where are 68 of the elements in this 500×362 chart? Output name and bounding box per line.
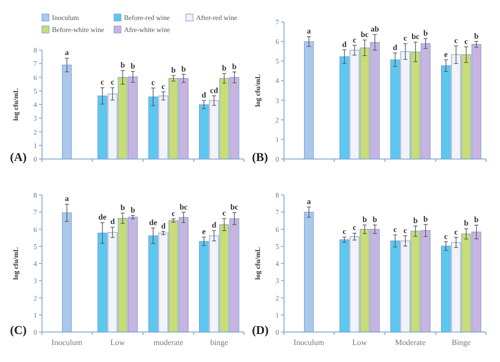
data-label: c	[162, 82, 166, 91]
data-label: bc	[360, 30, 370, 40]
x-tick-label: binge	[210, 338, 228, 347]
data-label: b	[372, 214, 378, 224]
data-label: d	[212, 220, 217, 230]
x-tick-label: Inoculum	[294, 338, 325, 347]
bar	[304, 41, 314, 160]
data-label: a	[306, 26, 311, 36]
data-label: b	[171, 66, 176, 75]
data-label: c	[404, 226, 408, 235]
data-label: d	[342, 40, 348, 49]
bar	[62, 212, 72, 332]
text: (A)	[10, 150, 27, 164]
bar	[62, 64, 72, 160]
data-label: b	[464, 218, 469, 228]
data-label: b	[232, 62, 238, 71]
data-label: c	[393, 224, 398, 234]
data-label: b	[120, 203, 126, 212]
data-label: bc	[411, 32, 420, 42]
data-label: e	[444, 50, 448, 59]
data-label: b	[474, 215, 480, 224]
data-label: b	[130, 205, 136, 214]
data-label: c	[342, 227, 347, 236]
data-label: c	[352, 35, 357, 44]
data-label: b	[130, 61, 136, 70]
data-label: c	[444, 232, 448, 241]
data-label: b	[120, 60, 126, 70]
data-label: b	[423, 214, 428, 224]
data-label: cd	[210, 86, 219, 95]
data-label: c	[172, 208, 176, 218]
data-label: b	[474, 31, 480, 40]
data-label: b	[413, 216, 418, 225]
data-label: d	[202, 90, 207, 100]
data-label: d	[392, 42, 398, 52]
data-label: c	[404, 34, 408, 43]
data-label: b	[222, 64, 227, 73]
data-label: b	[181, 64, 186, 74]
x-tick-label: Inoculum	[52, 338, 83, 347]
x-tick-label: Binge	[452, 338, 472, 347]
data-label: c	[100, 78, 105, 87]
data-label: ab	[370, 24, 380, 34]
bar	[304, 212, 314, 332]
data-label: de	[98, 212, 107, 222]
data-label: c	[110, 78, 115, 87]
data-label: a	[64, 194, 69, 204]
data-label: b	[362, 214, 368, 224]
data-label: d	[161, 221, 166, 230]
data-label: b	[423, 28, 428, 38]
x-tick-label: Low	[110, 338, 126, 347]
text: (D)	[252, 323, 269, 337]
data-label: c	[454, 227, 458, 236]
data-label: c	[222, 208, 226, 218]
x-tick-label: Moderate	[395, 338, 426, 347]
data-label: c	[352, 223, 357, 232]
data-label: c	[454, 36, 458, 45]
data-label: d	[110, 217, 116, 226]
x-tick-label: moderate	[153, 338, 184, 347]
data-label: c	[151, 78, 156, 88]
data-label: de	[149, 218, 158, 228]
data-label: a	[64, 48, 69, 58]
data-label: c	[464, 36, 468, 46]
data-label: bc	[180, 202, 188, 212]
data-label: e	[202, 227, 206, 236]
data-label: bc	[230, 202, 239, 212]
text: (B)	[252, 150, 268, 164]
x-tick-label: Low	[352, 338, 368, 347]
text: (C)	[10, 323, 27, 337]
data-label: a	[306, 196, 311, 206]
